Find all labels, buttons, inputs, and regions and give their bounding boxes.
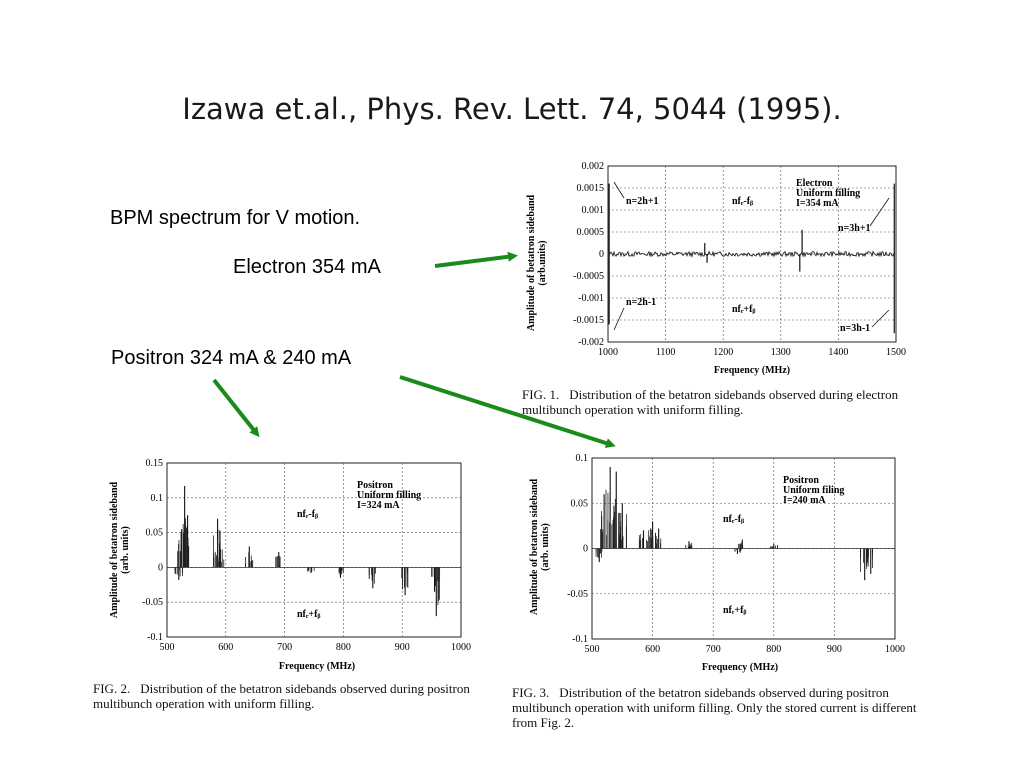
figure-2-label: FIG. 2. <box>93 681 131 696</box>
fig3-annotation-box-line1: Positron <box>783 475 819 486</box>
fig3-ytick-0.05: 0.05 <box>571 498 589 509</box>
fig1-pointer-arrow-2 <box>869 197 890 227</box>
figure-1-chart: 1000 1100 1200 1300 1400 1500 0.002 0.0015 0.001… <box>526 161 906 376</box>
fig1-ylabel-1: Amplitude of betatron sideband <box>526 194 537 331</box>
fig2-xtick-800: 800 <box>336 642 351 653</box>
figure-3-caption-text: Distribution of the betatron sidebands o… <box>512 685 917 730</box>
positron-note: Positron 324 mA & 240 mA <box>111 347 352 369</box>
fig2-annotation-lower-mid: nfᵣ+fᵦ <box>297 609 320 620</box>
fig3-xtick-500: 500 <box>585 644 600 655</box>
figure-2-caption-text: Distribution of the betatron sidebands o… <box>93 681 470 711</box>
fig1-ytick-0.001: 0.001 <box>582 205 605 216</box>
bpm-note: BPM spectrum for V motion. <box>110 207 361 229</box>
fig2-plot-frame <box>166 462 462 638</box>
fig3-annotation-lower-mid: nfᵣ+fᵦ <box>723 605 746 616</box>
fig1-ytick-0: 0 <box>599 249 604 260</box>
arrow-positron-324 <box>212 378 260 438</box>
figure-3-label: FIG. 3. <box>512 685 550 700</box>
fig2-xtick-700: 700 <box>277 642 292 653</box>
fig1-ytick-0.002: 0.002 <box>582 161 605 172</box>
fig3-ylabel-2: (arb. units) <box>540 523 551 571</box>
fig2-ytick--0.05: -0.05 <box>142 597 163 608</box>
fig1-noise-trace <box>608 250 895 258</box>
fig3-xtick-1000: 1000 <box>885 644 905 655</box>
fig1-annotation-lower-left: n=2h-1 <box>626 297 656 308</box>
fig3-annotation-box-line3: I=240 mA <box>783 495 826 506</box>
figure-2-caption: FIG. 2. Distribution of the betatron side… <box>93 681 485 711</box>
fig1-pointer-arrow-0 <box>613 181 625 199</box>
fig3-xtick-900: 900 <box>827 644 842 655</box>
arrow-electron <box>434 251 518 268</box>
figure-2-chart: 500 600 700 800 900 1000 0.15 0.1 0.05 0 -0.05 -0.1… <box>109 458 471 672</box>
fig2-ylabel-1: Amplitude of betatron sideband <box>109 481 120 618</box>
fig1-annotation-lower-mid: nfᵣ+fᵦ <box>732 304 755 315</box>
fig2-ytick-0.05: 0.05 <box>146 528 164 539</box>
electron-note: Electron 354 mA <box>233 256 381 278</box>
fig1-annotation-box-line3: I=354 mA <box>796 198 839 209</box>
fig2-xtick-900: 900 <box>395 642 410 653</box>
fig1-ytick--0.002: -0.002 <box>578 337 604 348</box>
fig1-annotation-upper-right: n=3h+1 <box>838 223 871 234</box>
fig1-xtick-1400: 1400 <box>828 347 848 358</box>
fig1-xtick-1200: 1200 <box>713 347 733 358</box>
fig3-ylabel-1: Amplitude of betatron sideband <box>529 478 540 615</box>
fig2-annotation-box-line3: I=324 mA <box>357 500 400 511</box>
fig2-annotation-box-line2: Uniform filling <box>357 490 421 501</box>
fig1-xtick-1500: 1500 <box>886 347 906 358</box>
fig3-ytick-0: 0 <box>583 544 588 555</box>
fig2-xtick-1000: 1000 <box>451 642 471 653</box>
fig1-annotation-box-line1: Electron <box>796 178 833 189</box>
fig1-ylabel-2: (arb.units) <box>537 240 548 285</box>
fig2-xtick-600: 600 <box>218 642 233 653</box>
fig2-xlabel: Frequency (MHz) <box>279 661 355 672</box>
fig1-ytick--0.0005: -0.0005 <box>573 271 604 282</box>
fig2-ytick-0.1: 0.1 <box>151 493 164 504</box>
fig3-annotation-upper-mid: nfᵣ-fᵦ <box>723 514 744 525</box>
fig1-ytick--0.0015: -0.0015 <box>573 315 604 326</box>
fig2-ylabel-2: (arb. units) <box>120 526 131 574</box>
figure-1-caption-text: Distribution of the betatron sidebands o… <box>522 387 899 417</box>
fig1-pointer-arrow-3 <box>871 309 890 328</box>
fig1-ytick-0.0015: 0.0015 <box>577 183 605 194</box>
fig2-ytick-0: 0 <box>158 562 163 573</box>
fig3-ytick--0.05: -0.05 <box>567 589 588 600</box>
slide-title: Izawa et.al., Phys. Rev. Lett. 74, 5044 … <box>182 92 842 126</box>
fig3-annotation-box-line2: Uniform filing <box>783 485 844 496</box>
fig3-xlabel: Frequency (MHz) <box>702 662 778 673</box>
fig2-ytick-0.15: 0.15 <box>146 458 164 469</box>
fig1-pointer-arrow-1 <box>613 307 625 331</box>
figure-1-caption: FIG. 1. Distribution of the betatron side… <box>522 387 922 417</box>
fig1-xlabel: Frequency (MHz) <box>714 365 790 376</box>
fig1-annotation-lower-right: n=3h-1 <box>840 323 870 334</box>
fig3-ytick-0.1: 0.1 <box>576 453 589 464</box>
figure-3-caption: FIG. 3. Distribution of the betatron side… <box>512 685 920 730</box>
fig3-xtick-800: 800 <box>766 644 781 655</box>
fig3-xtick-600: 600 <box>645 644 660 655</box>
fig2-ytick--0.1: -0.1 <box>147 632 163 643</box>
fig1-xtick-1300: 1300 <box>771 347 791 358</box>
fig1-ytick-0.0005: 0.0005 <box>577 227 605 238</box>
fig1-annotation-upper-mid: nfᵣ-fᵦ <box>732 196 753 207</box>
figure-1-label: FIG. 1. <box>522 387 560 402</box>
fig1-xtick-1100: 1100 <box>656 347 676 358</box>
fig2-xtick-500: 500 <box>160 642 175 653</box>
figure-3-chart: 500 600 700 800 900 1000 0.1 0.05 0 -0.05 -0.1 Fre… <box>529 453 905 673</box>
fig3-ytick--0.1: -0.1 <box>572 634 588 645</box>
fig1-ytick--0.001: -0.001 <box>578 293 604 304</box>
fig2-annotation-box-line1: Positron <box>357 480 393 491</box>
fig1-xtick-1000: 1000 <box>598 347 618 358</box>
fig1-annotation-upper-left: n=2h+1 <box>626 196 659 207</box>
fig3-xtick-700: 700 <box>706 644 721 655</box>
fig2-annotation-upper-mid: nfᵣ-fᵦ <box>297 509 318 520</box>
fig1-annotation-box-line2: Uniform filling <box>796 188 860 199</box>
